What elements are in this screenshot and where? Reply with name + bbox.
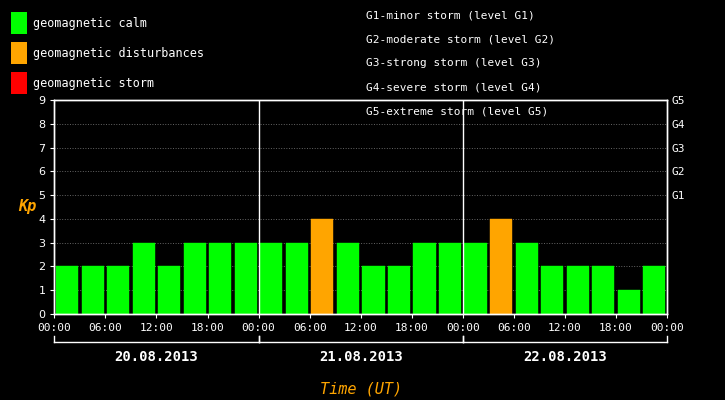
Text: 21.08.2013: 21.08.2013	[319, 350, 402, 364]
Bar	[107, 266, 129, 314]
Text: Time (UT): Time (UT)	[320, 381, 402, 396]
Bar	[413, 243, 436, 314]
Text: G1-minor storm (level G1): G1-minor storm (level G1)	[366, 10, 535, 20]
Bar	[618, 290, 639, 314]
Bar	[337, 243, 359, 314]
Bar	[183, 243, 206, 314]
Bar	[260, 243, 283, 314]
Bar	[362, 266, 384, 314]
Bar	[388, 266, 410, 314]
Bar	[465, 243, 486, 314]
Bar	[567, 266, 589, 314]
Bar	[311, 219, 334, 314]
Bar	[210, 243, 231, 314]
Text: G2-moderate storm (level G2): G2-moderate storm (level G2)	[366, 34, 555, 44]
Text: geomagnetic storm: geomagnetic storm	[33, 76, 154, 90]
Text: 22.08.2013: 22.08.2013	[523, 350, 607, 364]
Text: G5-extreme storm (level G5): G5-extreme storm (level G5)	[366, 106, 548, 116]
Text: G4-severe storm (level G4): G4-severe storm (level G4)	[366, 82, 542, 92]
Bar	[158, 266, 181, 314]
Bar	[133, 243, 154, 314]
Bar	[592, 266, 614, 314]
Bar	[515, 243, 538, 314]
Bar	[56, 266, 78, 314]
Text: G3-strong storm (level G3): G3-strong storm (level G3)	[366, 58, 542, 68]
Bar	[235, 243, 257, 314]
Bar	[643, 266, 666, 314]
Bar	[439, 243, 461, 314]
Bar	[490, 219, 512, 314]
Bar	[541, 266, 563, 314]
Bar	[82, 266, 104, 314]
Text: geomagnetic calm: geomagnetic calm	[33, 16, 146, 30]
Bar	[286, 243, 308, 314]
Y-axis label: Kp: Kp	[18, 200, 36, 214]
Text: geomagnetic disturbances: geomagnetic disturbances	[33, 46, 204, 60]
Text: 20.08.2013: 20.08.2013	[115, 350, 199, 364]
